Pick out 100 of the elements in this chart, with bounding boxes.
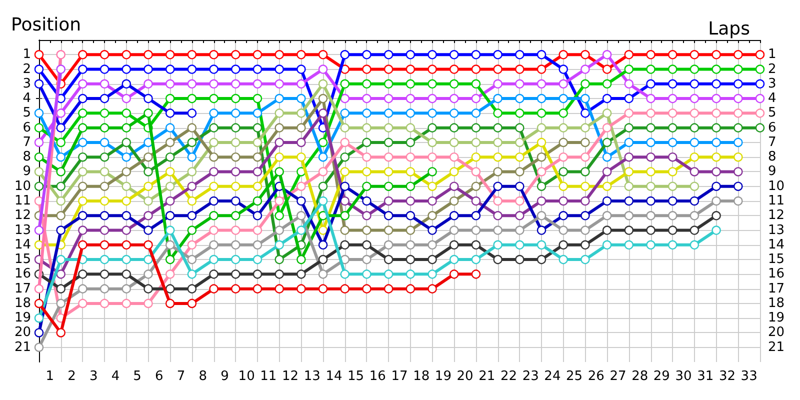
point [209, 79, 218, 89]
point [56, 254, 66, 264]
point [78, 196, 88, 206]
point [558, 94, 568, 104]
point [296, 108, 306, 118]
point [471, 79, 481, 89]
point [252, 152, 262, 162]
point [668, 182, 678, 191]
y2-tick-label: 9 [768, 164, 776, 180]
x-tick-label: 8 [198, 369, 208, 384]
point [122, 64, 131, 74]
point [493, 94, 502, 104]
point [122, 79, 131, 89]
point [187, 182, 197, 191]
y2-tick-label: 17 [768, 281, 785, 296]
point [428, 254, 437, 264]
point [362, 254, 372, 264]
point [428, 284, 437, 294]
point [100, 79, 110, 89]
point [187, 226, 197, 235]
point [646, 94, 656, 104]
point [450, 254, 459, 264]
x-tick-label: 21 [478, 369, 496, 384]
point [536, 196, 546, 206]
y-tick-label: 16 [14, 266, 31, 282]
point [471, 254, 481, 264]
point [122, 152, 131, 162]
point [56, 196, 66, 206]
point [646, 167, 656, 176]
y2-tick-label: 8 [768, 150, 776, 165]
point [384, 211, 394, 220]
point [144, 167, 153, 176]
point [734, 196, 743, 206]
point [668, 123, 678, 132]
point [602, 50, 612, 60]
point [712, 196, 721, 206]
point [690, 182, 700, 191]
point [428, 226, 437, 235]
y2-tick-label: 6 [768, 120, 776, 136]
point [493, 108, 502, 118]
point [122, 138, 131, 148]
point [602, 138, 612, 148]
point [450, 270, 459, 279]
point [384, 254, 394, 264]
point [78, 152, 88, 162]
point [166, 270, 175, 279]
point [536, 226, 546, 235]
point [471, 240, 481, 250]
point [493, 138, 502, 148]
point [580, 182, 590, 191]
x-tick-label: 9 [220, 369, 229, 384]
point [318, 64, 328, 74]
point [122, 50, 131, 60]
point [340, 152, 350, 162]
point [755, 50, 765, 60]
point [515, 226, 524, 235]
point [384, 64, 394, 74]
point [450, 50, 459, 60]
point [187, 211, 197, 220]
point [318, 94, 328, 104]
point [558, 240, 568, 250]
point [166, 298, 175, 308]
point [209, 211, 218, 220]
point [646, 108, 656, 118]
point [602, 94, 612, 104]
point [712, 79, 721, 89]
point [187, 284, 197, 294]
point [209, 50, 218, 60]
point [56, 284, 66, 294]
point [166, 138, 175, 148]
point [274, 94, 284, 104]
point [144, 196, 153, 206]
point [209, 226, 218, 235]
point [231, 138, 240, 148]
point [712, 64, 721, 74]
point [122, 108, 131, 118]
point [450, 123, 459, 132]
point [712, 138, 721, 148]
point [734, 64, 743, 74]
point [187, 94, 197, 104]
point [384, 79, 394, 89]
point [515, 167, 524, 176]
point [144, 284, 153, 294]
point [209, 254, 218, 264]
point [536, 64, 546, 74]
point [122, 240, 131, 250]
point [56, 50, 66, 60]
y-tick-label: 11 [14, 194, 31, 208]
point [122, 270, 131, 279]
point [734, 167, 743, 176]
point [56, 226, 66, 235]
point [450, 108, 459, 118]
point [187, 123, 197, 132]
point [122, 182, 131, 191]
point [450, 196, 459, 206]
point [100, 240, 110, 250]
point [515, 108, 524, 118]
point [34, 79, 44, 89]
point [122, 226, 131, 235]
point [340, 270, 350, 279]
